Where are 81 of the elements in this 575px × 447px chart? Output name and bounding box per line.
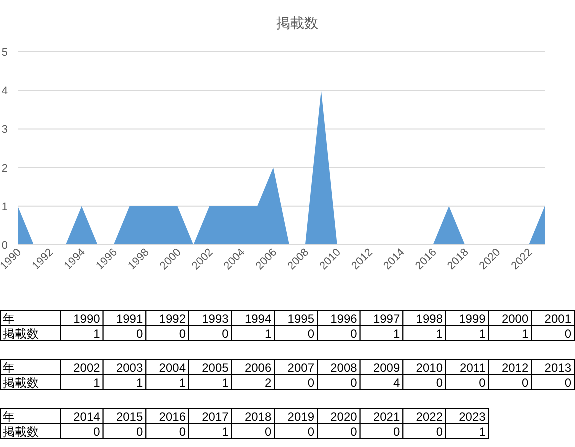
y-tick-label: 0 — [2, 240, 8, 252]
x-tick-label: 2006 — [244, 361, 272, 375]
data-label: 0 — [94, 425, 101, 439]
data-label: 1 — [393, 327, 400, 341]
data-label: 1 — [179, 376, 186, 390]
data-label: 1 — [136, 376, 144, 390]
x-tick-label: 1999 — [459, 312, 486, 326]
data-label: 0 — [564, 327, 572, 341]
x-tick-label: 2003 — [116, 361, 144, 375]
data-label: 0 — [308, 425, 315, 439]
data-label: 1 — [222, 425, 230, 439]
data-label: 0 — [179, 425, 186, 439]
data-label: 0 — [222, 327, 230, 341]
data-label: 0 — [564, 376, 572, 390]
x-tick-label: 1991 — [116, 312, 144, 326]
y-tick-label: 掲載数 — [3, 376, 39, 390]
data-label: 0 — [136, 425, 144, 439]
x-tick-label: 1990 — [74, 312, 101, 326]
data-label: 1 — [479, 327, 486, 341]
x-tick-label: 2021 — [373, 410, 400, 424]
y-tick-label: 掲載数 — [3, 425, 39, 439]
x-tick-label: 2012 — [502, 361, 529, 375]
data-label: 0 — [393, 425, 400, 439]
x-tick-label: 2005 — [202, 361, 230, 375]
x-tick-label: 2016 — [159, 410, 186, 424]
y-tick-label: 3 — [2, 124, 8, 136]
data-label: 1 — [479, 425, 486, 439]
x-tick-label: 2020 — [330, 410, 358, 424]
x-tick-label: 2004 — [159, 361, 186, 375]
x-tick-label: 2018 — [244, 410, 272, 424]
x-axis-title: 年 — [3, 410, 15, 424]
data-label: 0 — [436, 425, 444, 439]
y-tick-label: 4 — [2, 86, 8, 98]
data-label: 1 — [222, 376, 230, 390]
x-tick-label: 2001 — [544, 312, 572, 326]
x-tick-label: 2019 — [288, 410, 315, 424]
data-label: 0 — [179, 327, 186, 341]
data-label: 1 — [94, 327, 101, 341]
x-tick-label: 2000 — [502, 312, 529, 326]
x-axis-title: 年 — [3, 361, 15, 375]
data-label: 1 — [94, 376, 101, 390]
x-tick-label: 2007 — [288, 361, 315, 375]
data-label: 0 — [308, 327, 315, 341]
data-label: 0 — [264, 425, 272, 439]
x-axis-title: 年 — [3, 312, 15, 326]
x-tick-label: 2015 — [116, 410, 144, 424]
data-label: 0 — [350, 376, 358, 390]
data-label: 2 — [264, 376, 272, 390]
x-tick-label: 2022 — [416, 410, 444, 424]
y-tick-label: 2 — [2, 162, 8, 175]
data-label: 0 — [479, 376, 486, 390]
y-tick-label: 掲載数 — [3, 327, 39, 341]
x-tick-label: 2009 — [373, 361, 400, 375]
data-label: 0 — [350, 327, 358, 341]
data-label: 4 — [393, 376, 400, 390]
x-tick-label: 1996 — [330, 312, 358, 326]
x-tick-label: 1995 — [288, 312, 315, 326]
x-tick-label: 2017 — [202, 410, 230, 424]
x-tick-label: 1992 — [159, 312, 186, 326]
x-tick-label: 1994 — [244, 312, 272, 326]
data-label: 1 — [522, 327, 529, 341]
x-tick-label: 1993 — [202, 312, 230, 326]
data-label: 1 — [436, 327, 444, 341]
x-tick-label: 2010 — [416, 361, 444, 375]
x-tick-label: 2011 — [460, 361, 486, 375]
data-label: 0 — [136, 327, 144, 341]
x-tick-label: 2008 — [330, 361, 358, 375]
data-label: 1 — [264, 327, 272, 341]
data-label: 0 — [308, 376, 315, 390]
x-tick-label: 1998 — [416, 312, 444, 326]
x-tick-label: 1997 — [373, 312, 400, 326]
chart-title: 掲載数 — [276, 15, 318, 31]
y-tick-label: 1 — [2, 201, 8, 214]
y-tick-label: 5 — [2, 47, 8, 59]
data-label: 0 — [522, 376, 529, 390]
x-tick-label: 2002 — [74, 361, 101, 375]
data-label: 0 — [436, 376, 444, 390]
data-label: 0 — [350, 425, 358, 439]
x-tick-label: 2014 — [74, 410, 101, 424]
x-tick-label: 2023 — [459, 410, 486, 424]
x-tick-label: 2013 — [544, 361, 572, 375]
